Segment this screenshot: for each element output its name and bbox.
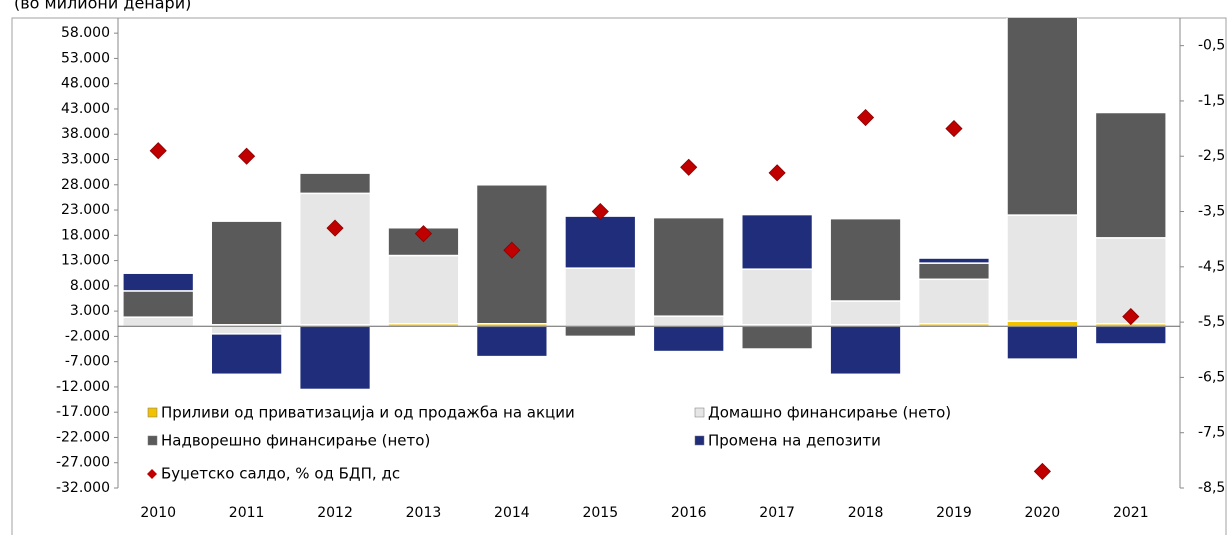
point [238, 147, 256, 165]
point [680, 158, 698, 176]
y-tick-label: 53.000 [61, 50, 110, 66]
y-tick-label: 33.000 [61, 152, 110, 168]
bar-segment [298, 325, 372, 391]
bar-segment [387, 254, 460, 325]
y-tick-label: 18.000 [61, 227, 110, 243]
x-tick-label: 2011 [229, 505, 265, 521]
bar-segment [210, 325, 283, 335]
legend-marker [147, 407, 158, 418]
point [768, 164, 786, 182]
y2-tick-label: -3,5 [1198, 204, 1225, 220]
y-tick-label: 38.000 [61, 126, 110, 142]
y-tick-label: -12.000 [56, 379, 110, 395]
bar-segment [741, 325, 814, 350]
y2-tick-label: -7,5 [1198, 425, 1225, 441]
y-tick-label: -7.000 [65, 354, 110, 370]
legend-label: Промена на депозити [708, 432, 881, 450]
x-tick-label: 2017 [759, 505, 795, 521]
bar-segment [917, 278, 991, 325]
point [856, 108, 875, 127]
bar-segment [741, 268, 814, 326]
point [414, 225, 433, 243]
bar-segment [210, 333, 283, 376]
bar-segment [652, 315, 725, 328]
y-tick-label: -2.000 [65, 328, 110, 344]
y2-tick-label: -2,5 [1198, 148, 1225, 164]
y2-tick-label: -0,5 [1198, 38, 1225, 54]
y-tick-label: -27.000 [56, 455, 110, 471]
bar-segment [917, 257, 991, 264]
bar-segment [652, 325, 725, 353]
bar-segment [1006, 325, 1079, 360]
chart-title: (во милиони денари) [14, 0, 191, 13]
legend-marker [147, 435, 158, 446]
y2-tick-label: -1,5 [1198, 93, 1225, 109]
bar-segment [1094, 325, 1167, 345]
bar-segment [475, 325, 548, 358]
x-tick-label: 2014 [494, 505, 530, 521]
bar-segment [917, 262, 991, 281]
bar-segment [652, 216, 725, 317]
y-tick-label: 8.000 [70, 278, 110, 294]
x-tick-label: 2013 [406, 505, 442, 521]
y-tick-label: -17.000 [56, 404, 110, 420]
legend-marker [147, 469, 157, 479]
legend-marker [694, 407, 705, 418]
plot [122, 18, 1167, 480]
legend-label: Приливи од приватизација и од продажба н… [161, 404, 575, 422]
chart-frame [11, 17, 1227, 535]
bar-segment [122, 272, 195, 292]
bar-segment [1006, 320, 1079, 328]
y2-tick-label: -8,5 [1198, 480, 1225, 496]
bar-segment [210, 220, 283, 326]
y-tick-label: -22.000 [56, 429, 110, 445]
bar-segment [298, 192, 372, 326]
point [591, 202, 609, 221]
bar-segment [122, 316, 195, 328]
y-tick-label: 48.000 [61, 76, 110, 92]
x-tick-label: 2012 [317, 505, 353, 521]
point [326, 219, 344, 237]
bar-segment [122, 290, 195, 318]
x-tick-label: 2020 [1025, 505, 1061, 521]
y-tick-label: 58.000 [61, 25, 110, 41]
y-tick-label: 43.000 [61, 101, 110, 117]
point [1033, 462, 1051, 480]
y-tick-label: 23.000 [61, 202, 110, 218]
bar-segment [741, 213, 814, 270]
y-tick-label: 28.000 [61, 177, 110, 193]
x-tick-label: 2010 [140, 505, 176, 521]
y-tick-label: -32.000 [56, 480, 110, 496]
bar-segment [564, 325, 637, 338]
bar-segment [564, 267, 637, 328]
point [1122, 308, 1140, 326]
bar-segment [564, 215, 637, 269]
point [945, 120, 963, 138]
y-tick-label: 13.000 [61, 253, 110, 269]
x-tick-label: 2018 [848, 505, 884, 521]
bar-segment [298, 172, 372, 195]
x-tick-label: 2016 [671, 505, 707, 521]
x-tick-label: 2015 [582, 505, 618, 521]
bar-segment [1006, 214, 1079, 322]
legend-marker [694, 435, 705, 446]
y-tick-label: 3.000 [70, 303, 110, 319]
bar-segment [829, 217, 902, 302]
x-tick-label: 2021 [1113, 505, 1149, 521]
y2-tick-label: -6,5 [1198, 369, 1225, 385]
y2-tick-label: -4,5 [1198, 259, 1225, 275]
point [503, 241, 521, 259]
bar-segment [829, 325, 902, 376]
bar-segment [829, 300, 902, 326]
legend-label: Надворешно финансирање (нето) [161, 432, 430, 450]
y2-tick-label: -5,5 [1198, 314, 1225, 330]
legend-label: Буџетско салдо, % од БДП, дс [161, 465, 400, 483]
legend-label: Домашно финансирање (нето) [708, 404, 951, 422]
bar-segment [1094, 111, 1167, 239]
x-tick-label: 2019 [936, 505, 972, 521]
point [149, 142, 167, 160]
bar-segment [1006, 18, 1079, 216]
